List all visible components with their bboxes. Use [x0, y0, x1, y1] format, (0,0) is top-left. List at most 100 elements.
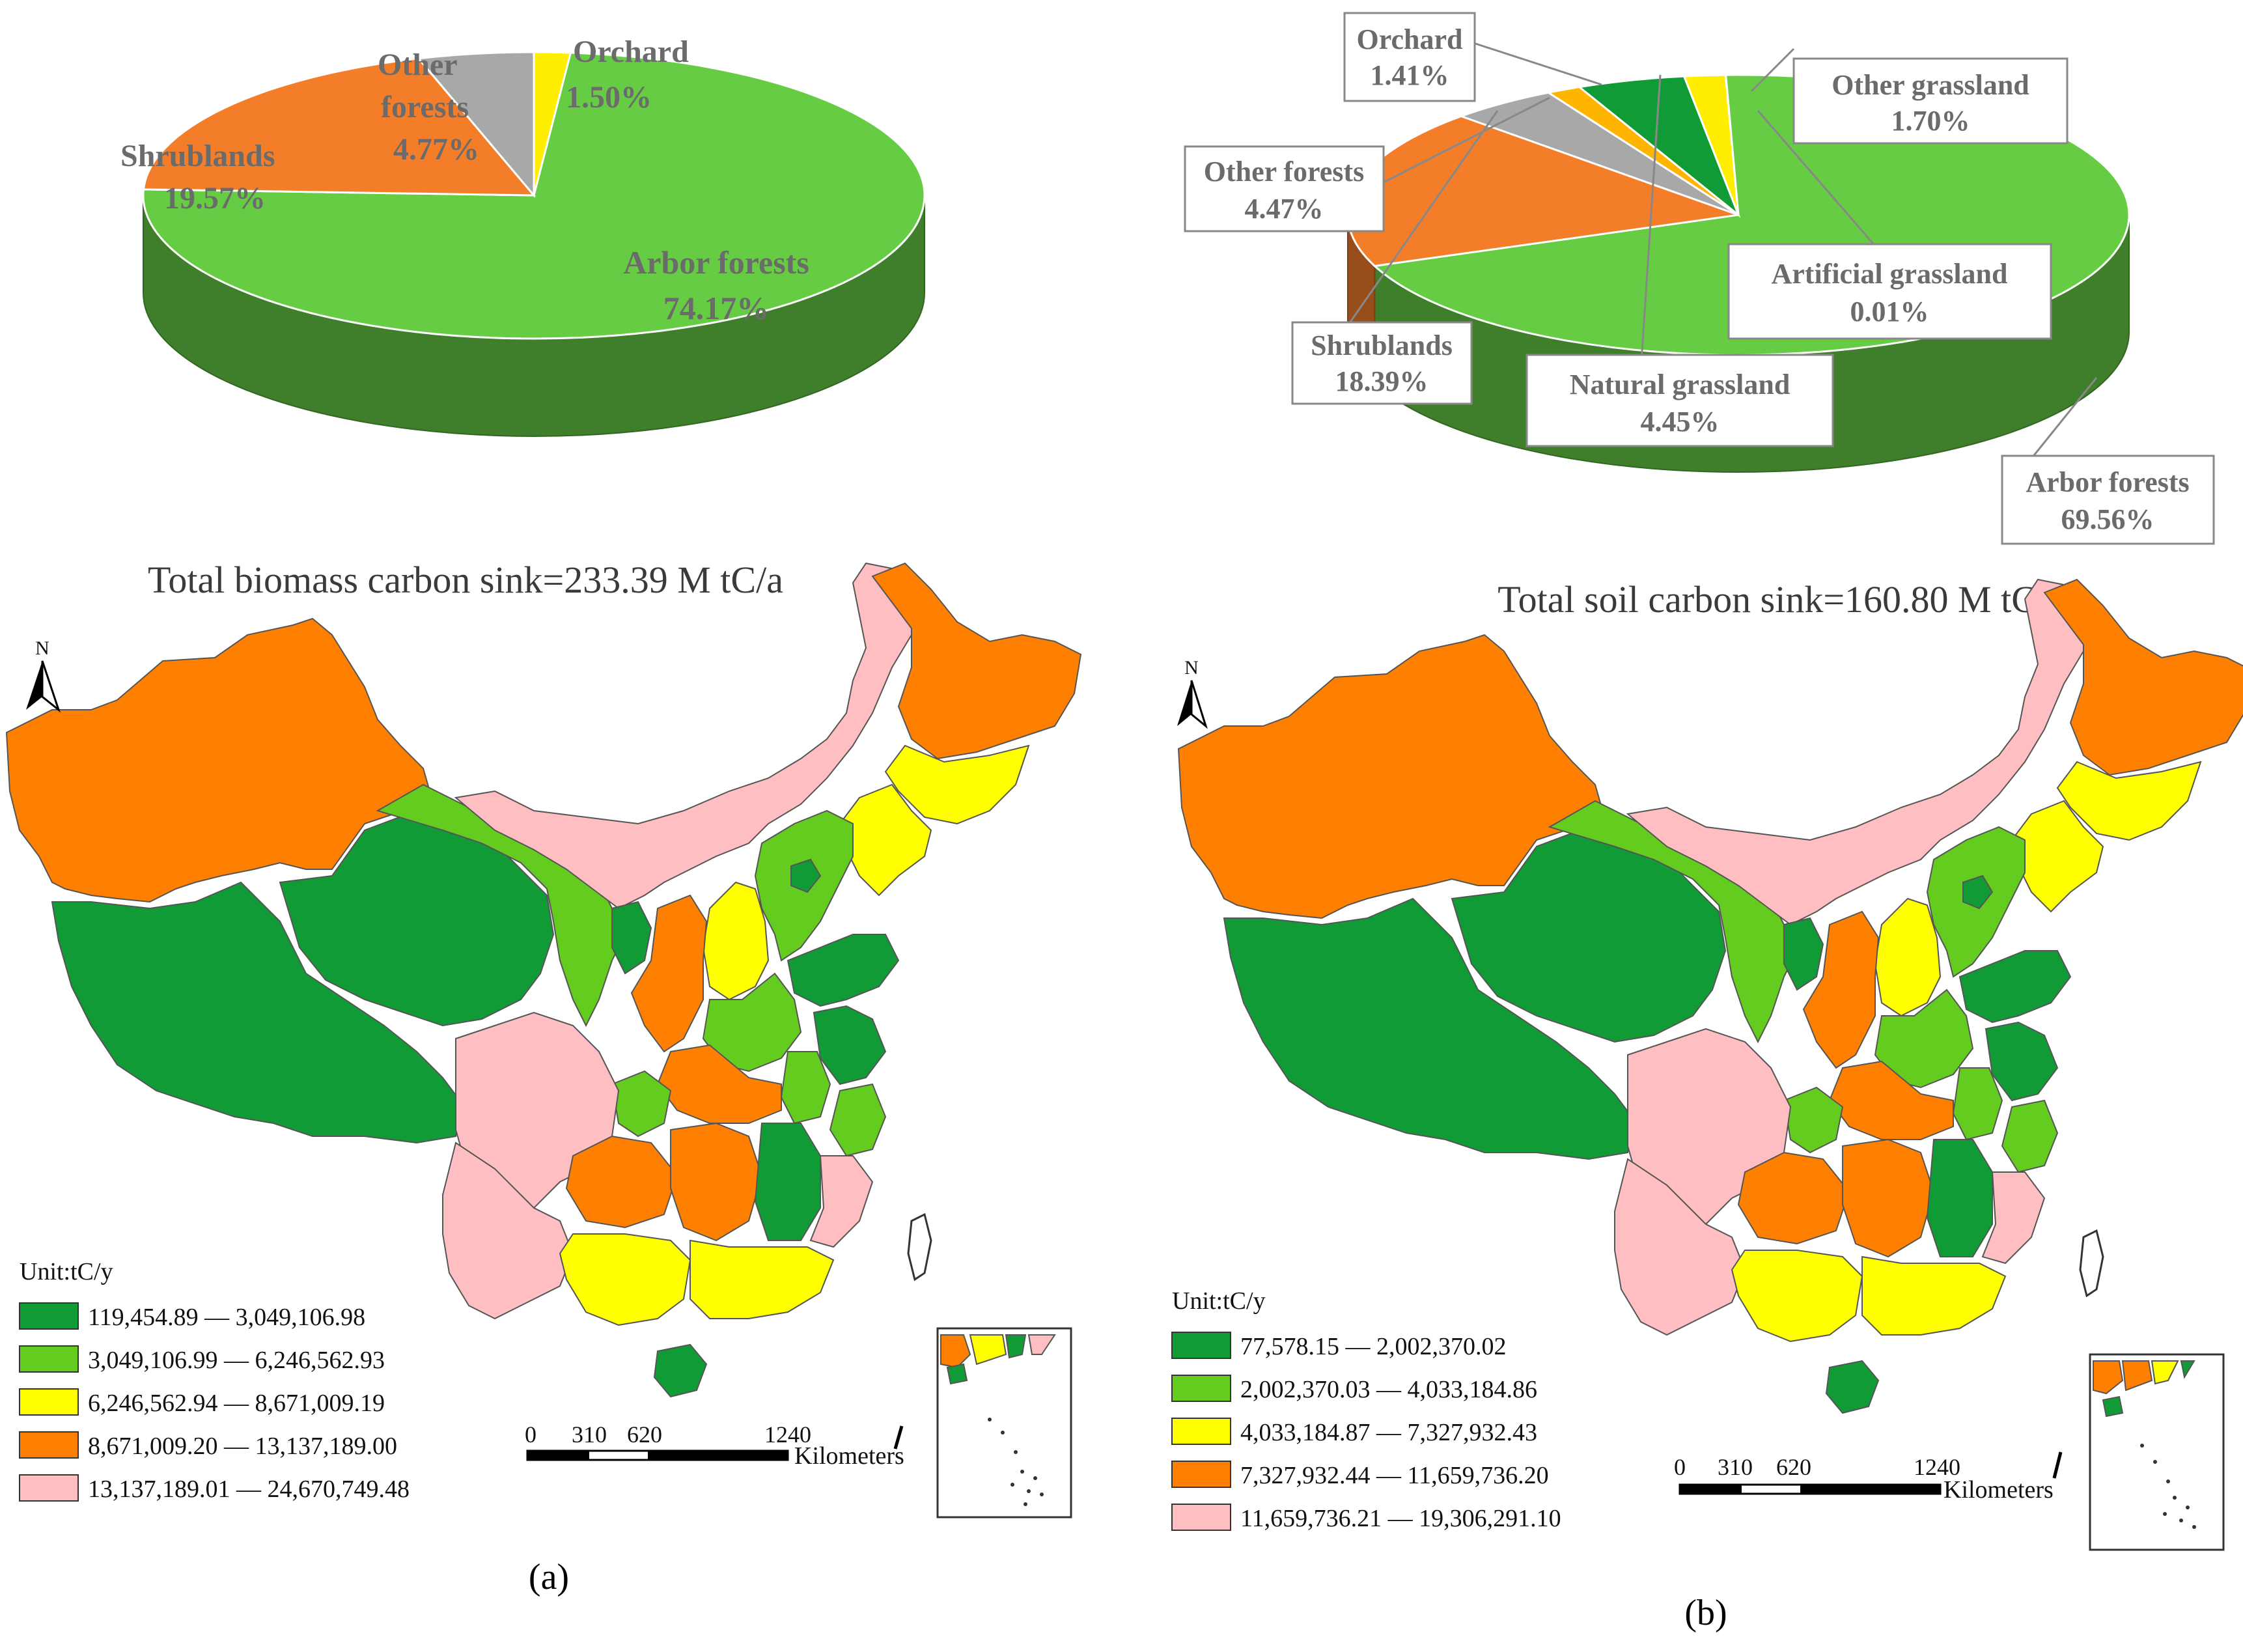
inset-region [2151, 1360, 2179, 1385]
north-arrow-icon [1177, 680, 1191, 726]
pie-a-arbor-value: 74.17% [663, 290, 770, 326]
inset-region [969, 1334, 1007, 1365]
leader-artificial-grassland [1757, 110, 1886, 258]
pie-chart-biomass: Orchard 1.50% Other forests 4.77% Shrubl… [120, 35, 926, 437]
legend-b-swatch-1 [1171, 1375, 1231, 1402]
callout-natural-grassland [1526, 354, 1834, 447]
north-label-a: N [35, 637, 49, 659]
pie-a-total-title: Total biomass carbon sink=233.39 M tC/a [148, 559, 783, 601]
legend-b-range-4: 11,659,736.21 — 19,306,291.10 [1240, 1505, 1561, 1532]
scale-unit-a: Kilometers [794, 1442, 904, 1470]
island-mark [893, 1425, 904, 1449]
legend-b-swatch-2 [1171, 1418, 1231, 1445]
pie-slice-other-forests [416, 51, 535, 199]
scale-tick-a-0: 0 [525, 1421, 536, 1448]
scale-unit-b: Kilometers [1943, 1476, 2054, 1504]
legend-unit-b: Unit:tC/y [1172, 1287, 1266, 1315]
pie-slice-other-forests [1458, 91, 1739, 216]
scale-tick-a-2: 620 [627, 1421, 662, 1448]
callout-orchard [1343, 12, 1476, 102]
legend-b-range-1: 2,002,370.03 — 4,033,184.86 [1240, 1376, 1537, 1403]
pie-a-shrublands-value: 19.57% [164, 181, 266, 216]
legend-b-range-0: 77,578.15 — 2,002,370.02 [1240, 1333, 1507, 1360]
legend-a-range-1: 3,049,106.99 — 6,246,562.93 [88, 1347, 385, 1374]
pie-b-total-title: Total soil carbon sink=160.80 M tC/a [1498, 578, 2064, 621]
pie-a-other-forests-label-1: Other [378, 48, 458, 82]
pie-b-other-grassland-value: 1.70% [1891, 105, 1970, 137]
island-mark [2052, 1451, 2063, 1479]
scale-tick-a-1: 310 [572, 1421, 607, 1448]
pie-b-orchard-label: Orchard [1357, 23, 1463, 55]
legend-unit-a: Unit:tC/y [20, 1258, 113, 1285]
leader-natural-grassland [1639, 74, 1662, 372]
scale-bar-a: 0 310 620 1240 Kilometers [525, 1421, 904, 1470]
legend-a-swatch-2 [19, 1388, 79, 1416]
legend-a-range-4: 13,137,189.01 — 24,670,749.48 [88, 1476, 410, 1503]
legend-a-swatch-1 [19, 1345, 79, 1373]
legend-b-swatch-4 [1171, 1504, 1231, 1531]
pie-b-shrublands-value: 18.39% [1335, 365, 1428, 397]
legend-a-swatch-4 [19, 1474, 79, 1502]
pie-slice-shrublands [142, 57, 536, 197]
china-map-b [1177, 578, 2243, 1414]
callout-other-forests [1184, 145, 1385, 232]
legend-a-range-3: 8,671,009.20 — 13,137,189.00 [88, 1433, 397, 1460]
leader-other-grassland [1750, 48, 1795, 92]
scale-bar-b: 0 310 620 1240 Kilometers [1674, 1454, 2054, 1504]
legend-b-swatch-3 [1171, 1461, 1231, 1488]
legend-a-range-2: 6,246,562.94 — 8,671,009.19 [88, 1390, 385, 1417]
inset-region [2180, 1360, 2195, 1379]
pie-b-other-grassland-label: Other grassland [1832, 69, 2029, 101]
legend-a-swatch-0 [19, 1302, 79, 1330]
pie-b-other-forests-value: 4.47% [1245, 193, 1324, 225]
pie-chart-soil: Orchard 1.41% Other grassland 1.70% Arti… [1184, 12, 2215, 545]
inset-region [2093, 1360, 2124, 1395]
inset-region [2102, 1395, 2124, 1418]
leader-other-forests [1383, 96, 1550, 184]
map-a: N Unit:tC/y 119,454.89 — 3,049,106.98 3,0… [5, 562, 1082, 1597]
callout-arbor [2001, 455, 2215, 545]
north-arrow-icon [26, 661, 42, 710]
legend-a-swatch-3 [19, 1431, 79, 1459]
scale-tick-a-3: 1240 [764, 1421, 811, 1448]
pie-b-natural-grassland-value: 4.45% [1641, 406, 1720, 438]
north-arrow-icon [1190, 680, 1208, 729]
pie-b-orchard-value: 1.41% [1371, 59, 1449, 91]
inset-region [1027, 1334, 1056, 1355]
pie-a-orchard-value: 1.50% [566, 80, 652, 115]
pie-b-natural-grassland-label: Natural grassland [1570, 369, 1790, 400]
inset-region [940, 1334, 971, 1369]
leader-shrublands [1346, 110, 1499, 326]
legend-a-range-0: 119,454.89 — 3,049,106.98 [88, 1304, 365, 1331]
scale-tick-b-1: 310 [1718, 1454, 1753, 1480]
inset-region [1005, 1334, 1027, 1359]
callout-artificial-grassland [1727, 243, 2052, 340]
pie-b-other-forests-label: Other forests [1204, 156, 1364, 188]
pie-slice-natural-grassland [1577, 75, 1741, 218]
pie-a-arbor-label: Arbor forests [623, 244, 809, 281]
pie-a-other-forests-label-2: forests [381, 90, 469, 124]
map-b: N Unit:tC/y 77,578.15 — 2,002,370.02 2,00… [1171, 578, 2243, 1633]
pie-b-arbor-label: Arbor forests [2026, 466, 2189, 498]
pie-b-arbor-value: 69.56% [2061, 503, 2154, 535]
scale-tick-b-0: 0 [1674, 1454, 1686, 1480]
scale-tick-b-2: 620 [1776, 1454, 1811, 1480]
panel-label-a: (a) [529, 1557, 569, 1597]
legend-b-swatch-0 [1171, 1332, 1231, 1359]
legend-b-range-2: 4,033,184.87 — 7,327,932.43 [1240, 1419, 1537, 1446]
callout-other-grassland [1792, 57, 2069, 145]
pie-b-artificial-grassland-value: 0.01% [1850, 296, 1929, 328]
pie-b-artificial-grassland-label: Artificial grassland [1772, 258, 2008, 290]
legend-b-range-3: 7,327,932.44 — 11,659,736.20 [1240, 1462, 1549, 1489]
scale-tick-b-3: 1240 [1914, 1454, 1960, 1480]
leader-orchard [1471, 41, 1602, 86]
pie-b-shrublands-label: Shrublands [1311, 329, 1453, 361]
inset-region [2121, 1360, 2153, 1392]
north-label-b: N [1184, 657, 1199, 679]
china-map-a [5, 562, 1082, 1398]
callout-shrublands [1291, 321, 1473, 405]
pie-a-orchard-label: Orchard [573, 35, 689, 69]
pie-a-other-forests-value: 4.77% [393, 132, 479, 167]
panel-label-b: (b) [1684, 1593, 1727, 1633]
